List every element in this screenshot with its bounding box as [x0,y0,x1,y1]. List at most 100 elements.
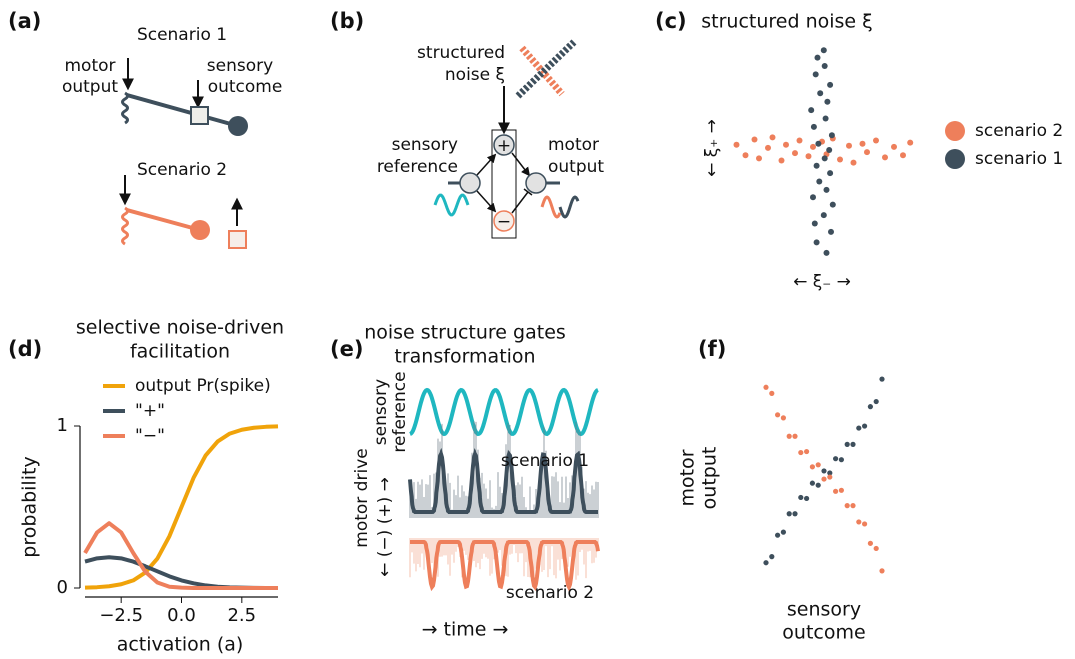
label: sensory [371,379,391,445]
point [781,415,786,420]
point [900,152,906,158]
label: noise ξ [445,65,505,85]
point [839,457,844,462]
point [868,541,873,546]
panel-e: noise structure gates transformation sen… [352,322,598,641]
point [810,194,816,200]
wave [435,195,468,215]
sensor [191,107,208,124]
sensor [229,231,246,248]
title: structured noise ξ [701,11,873,33]
point [864,149,870,155]
wave [560,197,578,217]
label: ← (−) (+) → [375,477,395,577]
label: scenario 1 [501,451,589,471]
y-label: probability [19,456,41,557]
x-label: sensory [787,599,861,621]
label: reference [377,157,458,177]
point [798,450,803,455]
point [882,154,888,160]
point [824,250,830,256]
panel-d: selective noise-driven facilitation prob… [19,317,285,656]
lever [127,210,200,230]
point [775,533,780,538]
legend-label: output Pr(spike) [135,376,271,396]
point [833,489,838,494]
point [874,399,879,404]
y-label: ← ξ₊ → [702,119,722,177]
point [798,495,803,500]
label: output [62,77,118,97]
point [816,179,822,185]
wave [410,390,598,434]
point [829,132,835,138]
point [816,462,821,467]
line [85,557,278,588]
legend-label: scenario 2 [975,121,1063,141]
point [851,160,857,166]
label: sensory [392,135,458,155]
noise-icon [518,42,574,96]
panel-label: (d) [8,337,42,361]
point [787,511,792,516]
panel-a: Scenario 1 motor output sensory outcome … [62,25,282,248]
point [775,412,780,417]
point [879,568,884,573]
point [873,138,879,144]
node [460,173,480,193]
point [763,560,768,565]
scenario-title: Scenario 2 [137,160,227,180]
legend-marker [945,149,965,169]
point [862,521,867,526]
legend-label: scenario 1 [975,149,1063,169]
wave [542,197,560,217]
point [814,239,820,245]
point [792,511,797,516]
legend-label: "+" [135,401,165,421]
panel-label: (f) [698,337,726,361]
x-label: → time → [422,619,509,641]
point [821,468,826,473]
point [808,107,814,113]
point [856,519,861,524]
x-label: activation (a) [117,634,244,656]
inhibit [512,192,528,213]
point [821,212,827,218]
point [816,483,821,488]
point [814,163,820,169]
y-tick-label: 0 [57,577,68,598]
point [839,488,844,493]
label: sensory [207,56,273,76]
mass [190,220,210,240]
point [770,134,776,140]
x-label: outcome [782,622,865,644]
legend-marker [945,121,965,141]
panel-label: (a) [8,9,41,33]
point [824,187,830,193]
point [792,434,797,439]
title: selective noise-driven [76,317,284,339]
sign: − [497,212,511,232]
point [845,503,850,508]
title: noise structure gates [364,322,566,344]
label: outcome [208,77,283,97]
point [850,503,855,508]
point [856,425,861,430]
point [837,156,843,162]
label: output [548,157,604,177]
point [815,141,821,147]
panel-label: (e) [330,337,363,361]
label: motor [64,56,115,76]
panel-f: motor output sensory outcome [677,377,885,644]
x-tick-label: 0.0 [167,605,196,626]
title: transformation [394,346,535,368]
figure: (a) (b) (c) (d) (e) (f) Scenario 1 motor… [0,0,1075,659]
point [787,434,792,439]
node [526,173,546,193]
lever [127,95,238,126]
point [827,474,832,479]
point [817,90,823,96]
point [734,142,740,148]
label: motor drive [352,448,372,547]
point [815,55,821,61]
